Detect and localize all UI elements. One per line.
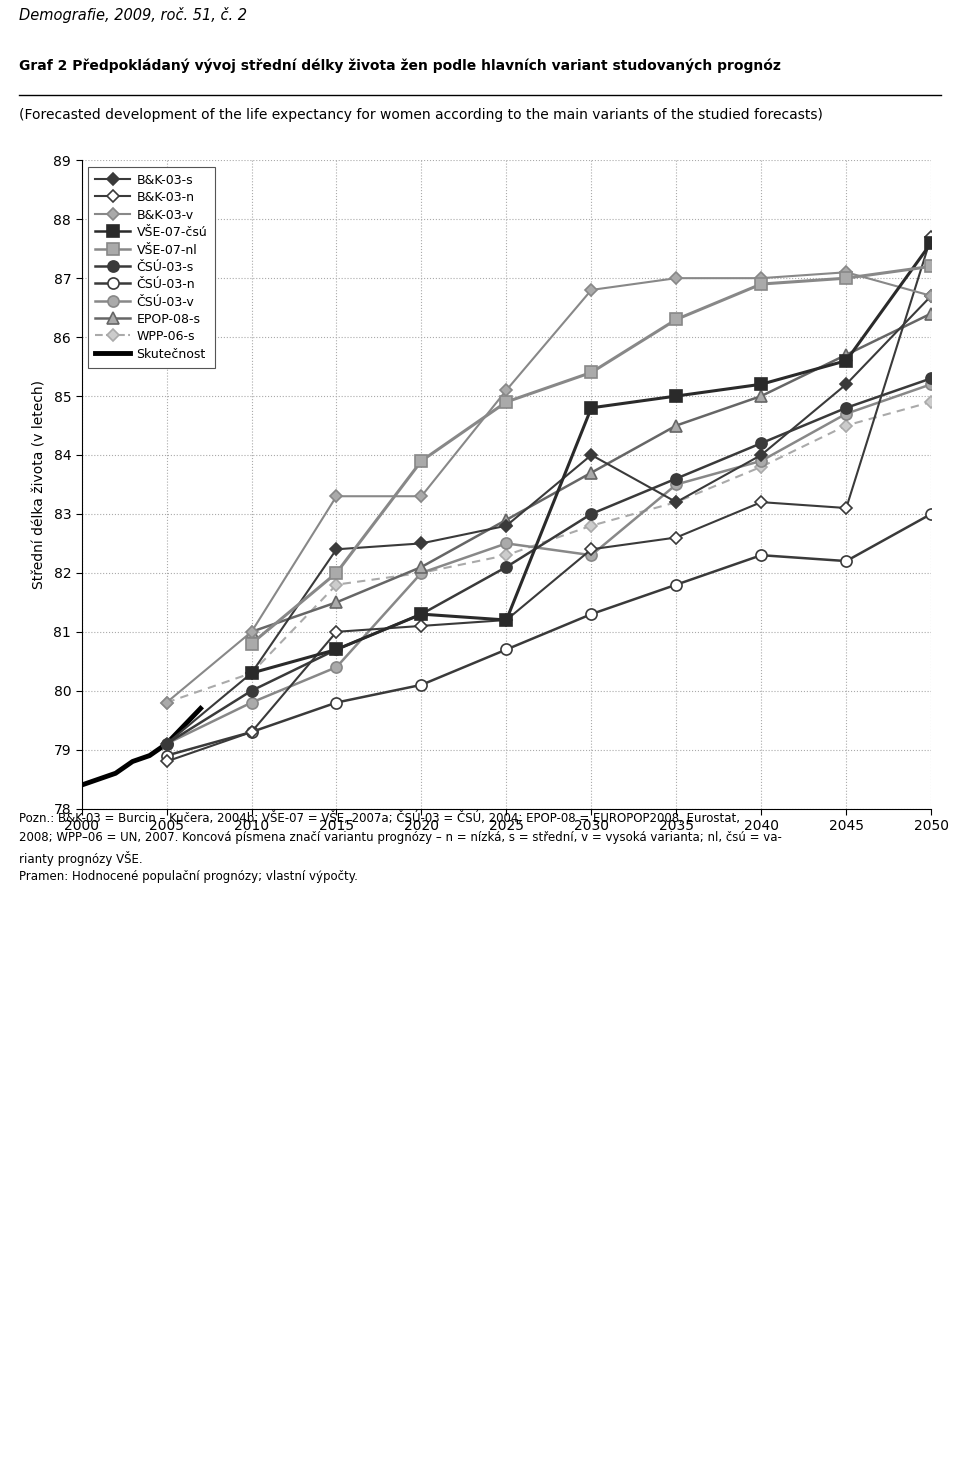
Text: (Forecasted development of the life expectancy for women according to the main v: (Forecasted development of the life expe… xyxy=(19,108,823,121)
Text: 2008; WPP–06 = UN, 2007. Koncová písmena značí variantu prognózy – n = nízká, s : 2008; WPP–06 = UN, 2007. Koncová písmena… xyxy=(19,830,782,844)
Text: Pozn.: B&K-03 = Burcin – Kučera, 2004b; VŠE-07 = VŠE, 2007a; ČSÚ-03 = ČSÚ, 2004;: Pozn.: B&K-03 = Burcin – Kučera, 2004b; … xyxy=(19,812,740,825)
Legend: B&K-03-s, B&K-03-n, B&K-03-v, VŠE-07-čsú, VŠE-07-nl, ČSÚ-03-s, ČSÚ-03-n, ČSÚ-03-: B&K-03-s, B&K-03-n, B&K-03-v, VŠE-07-čsú… xyxy=(88,166,215,369)
Y-axis label: Střední délka života (v letech): Střední délka života (v letech) xyxy=(33,380,46,589)
Text: Pramen: Hodnocené populační prognózy; vlastní výpočty.: Pramen: Hodnocené populační prognózy; vl… xyxy=(19,870,358,883)
Text: Graf 2 Předpokládaný vývoj střední délky života žen podle hlavních variant studo: Graf 2 Předpokládaný vývoj střední délky… xyxy=(19,58,781,73)
Text: rianty prognózy VŠE.: rianty prognózy VŠE. xyxy=(19,851,143,865)
Text: Demografie, 2009, roč. 51, č. 2: Demografie, 2009, roč. 51, č. 2 xyxy=(19,7,248,23)
